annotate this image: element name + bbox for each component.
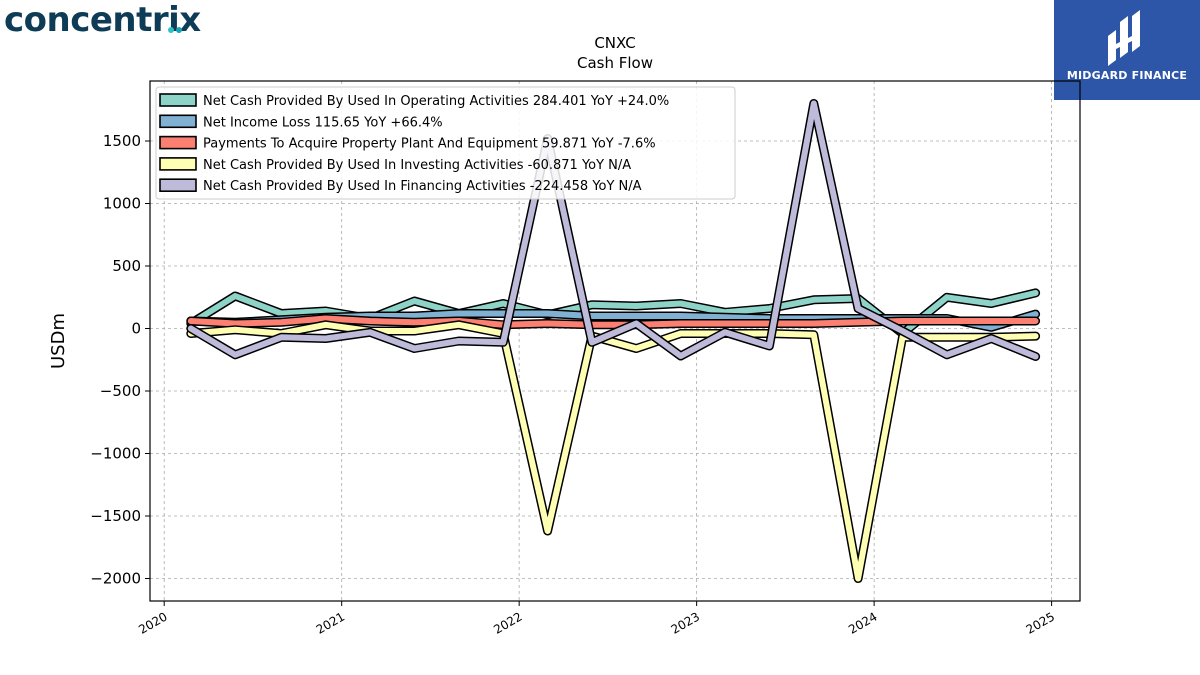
y-axis-ticks: −2000 −1500 −1000 −500 0 500 1000 1500 — [90, 132, 150, 588]
legend-label: Payments To Acquire Property Plant And E… — [203, 137, 656, 152]
series-lines — [186, 99, 1041, 583]
x-tick-label: 2020 — [136, 609, 169, 636]
y-tick-label: −1500 — [90, 507, 141, 525]
legend-swatch — [159, 157, 197, 171]
midgard-finance-logo: MIDGARD FINANCE — [1054, 0, 1200, 100]
midgard-monogram-icon — [1108, 10, 1140, 66]
legend-box — [155, 86, 736, 200]
brand-dots-icon — [168, 2, 184, 42]
x-tick-label: 2021 — [314, 609, 347, 636]
plot-frame — [149, 80, 1081, 602]
brand-wordmark: concentrix — [4, 0, 201, 40]
x-tick-label: 2023 — [669, 609, 702, 636]
chart-title: CNXC — [594, 34, 635, 52]
legend-swatch — [159, 114, 197, 129]
y-tick-label: 0 — [131, 320, 141, 338]
y-tick-label: 500 — [112, 257, 141, 275]
partner-name: MIDGARD FINANCE — [1066, 69, 1188, 82]
legend-label: Net Cash Provided By Used In Financing A… — [203, 179, 642, 194]
x-tick-label: 2024 — [846, 609, 879, 636]
chart-subtitle: Cash Flow — [577, 54, 653, 72]
x-tick-label: 2022 — [491, 609, 524, 636]
x-tick-label: 2025 — [1024, 609, 1057, 636]
legend-label: Net Cash Provided By Used In Investing A… — [203, 158, 631, 173]
series-stroke — [187, 315, 1039, 328]
legend-swatch — [159, 135, 197, 150]
series-stroke — [187, 321, 1039, 582]
legend: Net Cash Provided By Used In Operating A… — [155, 86, 736, 200]
y-tick-label: −500 — [100, 382, 141, 400]
series-line-4 — [186, 320, 1041, 583]
y-axis-label: USDm — [48, 313, 69, 369]
y-tick-label: −1000 — [90, 445, 141, 463]
series-line-5 — [186, 99, 1041, 361]
series-outline — [186, 320, 1041, 583]
y-tick-label: 1000 — [103, 195, 141, 213]
legend-swatch — [159, 93, 197, 107]
legend-label: Net Cash Provided By Used In Operating A… — [203, 94, 669, 109]
concentrix-logo: concentrix — [4, 0, 201, 40]
y-tick-label: 1500 — [103, 132, 141, 150]
x-axis-ticks: 2020 2021 2022 2023 2024 2025 — [136, 601, 1057, 637]
legend-swatch — [159, 178, 197, 192]
y-tick-label: −2000 — [90, 570, 141, 588]
series-stroke — [187, 100, 1039, 360]
series-line-3 — [186, 314, 1041, 330]
legend-label: Net Income Loss 115.65 YoY +66.4% — [203, 115, 443, 130]
